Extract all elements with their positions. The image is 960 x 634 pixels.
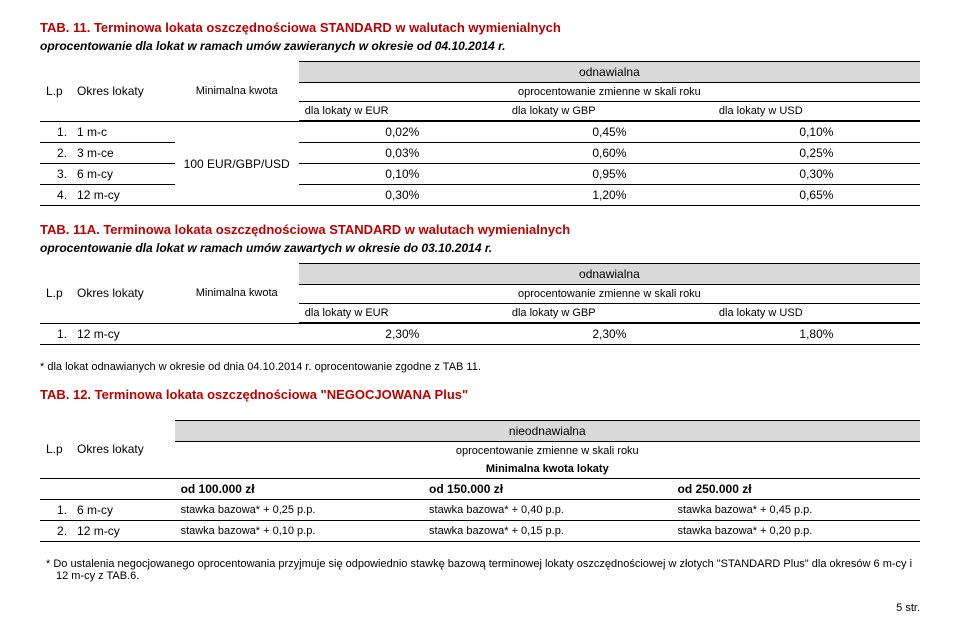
tab11-title: TAB. 11. Terminowa lokata oszczędnościow… <box>40 20 920 35</box>
tab11-gbp: dla lokaty w GBP <box>506 102 713 121</box>
tab11-lp: L.p <box>40 62 71 121</box>
tab11a-table: L.p Okres lokaty Minimalna kwota odnawia… <box>40 263 920 345</box>
tab11a-r0-usd: 1,80% <box>713 324 920 345</box>
tab11-minkwota: Minimalna kwota <box>175 62 299 121</box>
tab12-okres: Okres lokaty <box>71 421 175 479</box>
tab12-h2: od 150.000 zł <box>423 479 671 500</box>
tab11-r0-term: 1 m-c <box>71 122 175 143</box>
tab11a-okres: Okres lokaty <box>71 264 175 323</box>
tab12-title: TAB. 12. Terminowa lokata oszczędnościow… <box>40 387 920 402</box>
tab11a-eur: dla lokaty w EUR <box>299 304 506 323</box>
tab11-r1-gbp: 0,60% <box>506 143 713 164</box>
tab11-r0-gbp: 0,45% <box>506 122 713 143</box>
tab11-r0-eur: 0,02% <box>299 122 506 143</box>
tab11-usd: dla lokaty w USD <box>713 102 920 121</box>
tab11-r2-term: 6 m-cy <box>71 164 175 185</box>
tab11a-note: * dla lokat odnawianych w okresie od dni… <box>40 361 920 373</box>
tab12-table: L.p Okres lokaty nieodnawialna oprocento… <box>40 420 920 542</box>
tab11a-subtitle: oprocentowanie dla lokat w ramach umów z… <box>40 241 920 255</box>
tab11-okres: Okres lokaty <box>71 62 175 121</box>
tab12-foot-star: * <box>46 558 50 570</box>
tab12-nieodn: nieodnawialna <box>175 421 920 442</box>
tab11-r1-eur: 0,03% <box>299 143 506 164</box>
tab11-r3-eur: 0,30% <box>299 185 506 206</box>
tab11-table: L.p Okres lokaty Minimalna kwota odnawia… <box>40 61 920 206</box>
tab11-r2-gbp: 0,95% <box>506 164 713 185</box>
tab11-odnawialna: odnawialna <box>299 62 920 83</box>
tab11-r1-term: 3 m-ce <box>71 143 175 164</box>
tab11a-lp: L.p <box>40 264 71 323</box>
page-number: 5 str. <box>40 602 920 614</box>
tab11-r3-usd: 0,65% <box>713 185 920 206</box>
tab11a-r0-n: 1. <box>40 324 71 345</box>
tab11-r2-eur: 0,10% <box>299 164 506 185</box>
tab11-subtitle: oprocentowanie dla lokat w ramach umów z… <box>40 39 920 53</box>
tab11a-r0-term: 12 m-cy <box>71 324 175 345</box>
tab12-footnote: * Do ustalenia negocjowanego oprocentowa… <box>40 558 920 582</box>
tab12-r1-n: 2. <box>40 521 71 542</box>
tab11a-r0-gbp: 2,30% <box>506 324 713 345</box>
tab12-foot-text: Do ustalenia negocjowanego oprocentowani… <box>53 558 912 582</box>
tab11-r2-usd: 0,30% <box>713 164 920 185</box>
tab11a-odnawialna: odnawialna <box>299 264 920 285</box>
tab11a-zmienne: oprocentowanie zmienne w skali roku <box>299 285 920 304</box>
tab11-r1-usd: 0,25% <box>713 143 920 164</box>
tab12-r1-c: stawka bazowa* + 0,20 p.p. <box>672 521 921 542</box>
tab11-eur: dla lokaty w EUR <box>299 102 506 121</box>
tab11a-minkwota: Minimalna kwota <box>175 264 299 323</box>
tab12-r1-b: stawka bazowa* + 0,15 p.p. <box>423 521 671 542</box>
tab11a-usd: dla lokaty w USD <box>713 304 920 323</box>
tab12-r1-a: stawka bazowa* + 0,10 p.p. <box>175 521 423 542</box>
tab11-r3-gbp: 1,20% <box>506 185 713 206</box>
tab11a-gbp: dla lokaty w GBP <box>506 304 713 323</box>
tab11a-title: TAB. 11A. Terminowa lokata oszczędnościo… <box>40 222 920 237</box>
tab12-lp: L.p <box>40 421 71 479</box>
tab11-zmienne: oprocentowanie zmienne w skali roku <box>299 83 920 102</box>
tab11-r3-n: 4. <box>40 185 71 206</box>
tab12-r0-term: 6 m-cy <box>71 500 175 521</box>
tab11-r0-usd: 0,10% <box>713 122 920 143</box>
tab12-r0-a: stawka bazowa* + 0,25 p.p. <box>175 500 423 521</box>
tab11-r2-n: 3. <box>40 164 71 185</box>
tab12-r0-c: stawka bazowa* + 0,45 p.p. <box>672 500 921 521</box>
tab12-r1-term: 12 m-cy <box>71 521 175 542</box>
tab11-r1-n: 2. <box>40 143 71 164</box>
tab12-minkwota: Minimalna kwota lokaty <box>175 460 920 479</box>
tab12-zmienne: oprocentowanie zmienne w skali roku <box>175 442 920 461</box>
tab11-r0-n: 1. <box>40 122 71 143</box>
tab11-r3-term: 12 m-cy <box>71 185 175 206</box>
tab11-amount: 100 EUR/GBP/USD <box>175 122 299 206</box>
tab12-r0-n: 1. <box>40 500 71 521</box>
tab12-r0-b: stawka bazowa* + 0,40 p.p. <box>423 500 671 521</box>
tab12-h3: od 250.000 zł <box>672 479 921 500</box>
tab12-h1: od 100.000 zł <box>175 479 423 500</box>
tab11a-r0-eur: 2,30% <box>299 324 506 345</box>
